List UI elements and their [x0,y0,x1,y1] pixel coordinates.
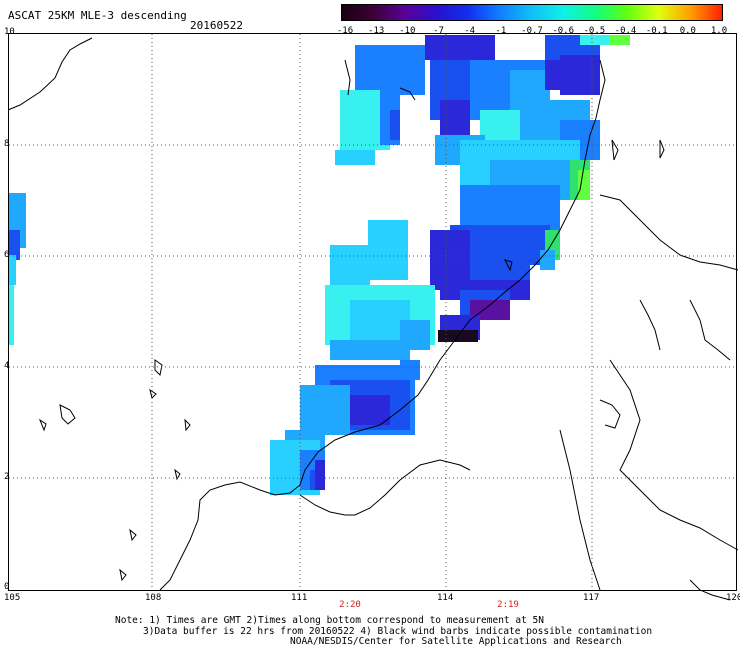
time-label-1: 2:20 [339,600,361,610]
wind-cell [330,245,370,285]
longitude-label: 117 [583,593,600,603]
time-label-2: 2:19 [497,600,519,610]
islands [38,139,665,582]
wind-cell [350,395,390,425]
colorbar-tick-label: -1 [495,26,507,36]
latitude-label: 10 [4,27,15,37]
longitude-label: 105 [4,593,21,603]
footnote-line-1: Note: 1) Times are GMT 2)Times along bot… [115,615,544,626]
map-date: 20160522 [190,19,243,32]
colorbar-tick-label: -0.4 [614,26,637,36]
colorbar-tick-label: 0.0 [679,26,696,36]
longitude-label: 108 [145,593,162,603]
colorbar-tick-label: 1.0 [710,26,728,36]
wind-cell [425,35,495,60]
longitude-label: 114 [437,593,454,603]
latitude-label: 8 [4,139,10,149]
wind-cell [545,60,575,90]
wind-cell [368,220,408,280]
colorbar-tick-label: -13 [368,26,385,36]
wind-cell [540,250,555,270]
map-frame [8,33,737,591]
footnote: Note: 1) Times are GMT 2)Times along bot… [115,615,653,648]
footnote-line-3: NOAA/NESDIS/Center for Satellite Applica… [290,636,622,647]
latitude-label: 0 [4,582,10,592]
wind-cell [470,250,530,280]
colorbar-labels: -16 -13 -10 -7 -4 -1 -0.7 -0.6 -0.5 -0.4 -0.1 0.0 1.… [0,0,740,40]
coastlines [7,37,739,601]
wind-data-cells [8,35,630,495]
colorbar-tick-label: -0.1 [645,26,668,36]
wind-cell [8,285,14,345]
colorbar-tick-label: -16 [336,26,354,36]
colorbar [341,4,723,21]
wind-cell [390,110,400,140]
wind-cell [8,230,20,260]
colorbar-tick-label: -4 [464,26,476,36]
lat-lon-grid [9,34,736,590]
wind-cell [8,255,16,285]
wind-cell [400,320,430,350]
wind-cell [330,340,410,360]
wind-cell [315,460,325,490]
colorbar-tick-label: -7 [433,26,444,36]
colorbar-tick-label: -0.5 [583,26,606,36]
colorbar-tick-label: -0.6 [552,26,574,36]
wind-cell [335,150,375,165]
map-title: ASCAT 25KM MLE-3 descending [8,9,187,22]
wind-cell [610,35,630,45]
footnote-line-2: 3)Data buffer is 22 hrs from 20160522 4)… [143,625,653,637]
wind-cell [300,385,350,435]
wind-cell [578,170,590,200]
colorbar-tick-label: -10 [399,26,416,36]
longitude-label: 111 [291,593,308,603]
latitude-label: 6 [4,250,10,260]
wind-cell [580,35,630,45]
colorbar-tick-label: -0.7 [521,26,543,36]
latitude-label: 4 [4,361,10,371]
wind-cell [440,100,470,140]
longitude-label: 120 [726,593,740,603]
colorbar-gradient [342,5,722,20]
latitude-label: 2 [4,472,10,482]
wind-cell [400,360,420,380]
